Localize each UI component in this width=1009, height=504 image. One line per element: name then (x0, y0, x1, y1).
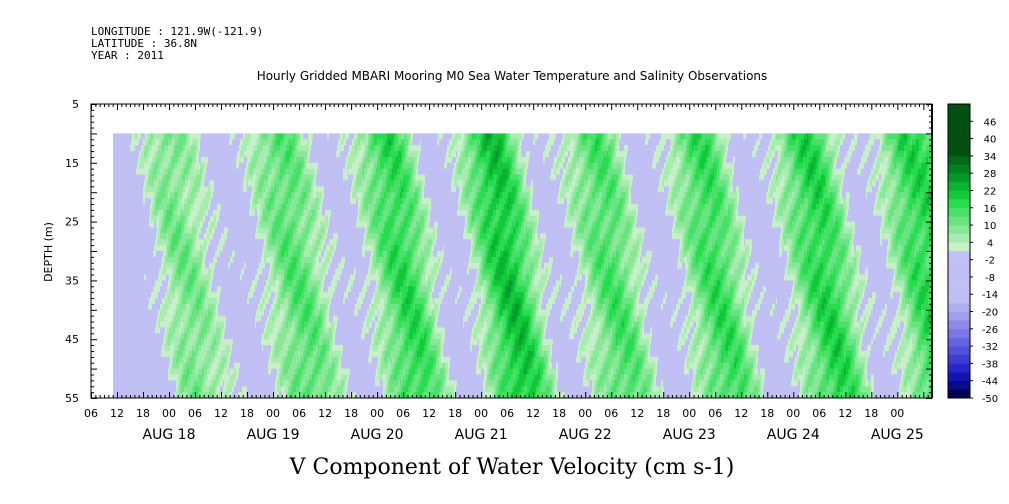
plot-area (91, 104, 932, 398)
chart-title: Hourly Gridded MBARI Mooring M0 Sea Wate… (257, 69, 768, 83)
year-label: YEAR : 2011 (91, 49, 164, 62)
